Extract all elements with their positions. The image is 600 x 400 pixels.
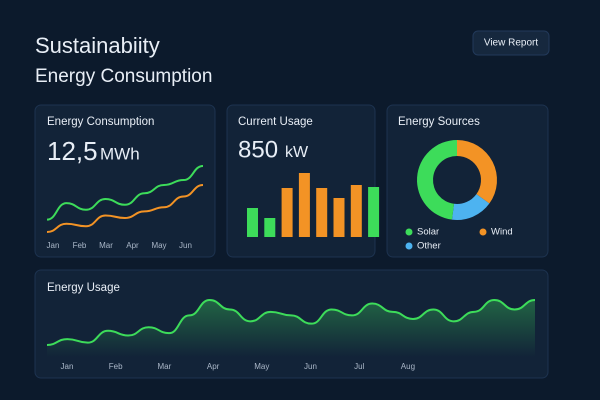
x-label: Jun: [179, 241, 192, 250]
page-title: Sustainabiity: [35, 33, 160, 58]
x-label: Jun: [304, 362, 317, 371]
metric-value: 850: [238, 136, 278, 163]
bar: [281, 188, 293, 237]
legend-label: Wind: [491, 227, 513, 238]
x-label: Apr: [207, 362, 220, 371]
bar: [264, 218, 276, 237]
card: [386, 104, 549, 258]
x-label: Mar: [99, 241, 113, 250]
x-label: Mar: [158, 362, 172, 371]
metric-value: 12,5: [47, 136, 98, 166]
legend-label: Solar: [417, 227, 439, 238]
bar: [368, 187, 380, 237]
card-title: Energy Usage: [47, 282, 120, 294]
x-label: Apr: [126, 241, 139, 250]
metric-unit: kW: [285, 144, 309, 161]
x-label: Aug: [401, 362, 415, 371]
card: [34, 104, 216, 258]
donut-segment: [416, 140, 457, 220]
bar: [316, 188, 328, 237]
x-label: Jan: [61, 362, 74, 371]
donut-segment: [457, 140, 497, 204]
legend-label: Other: [417, 241, 441, 252]
bar: [333, 198, 345, 237]
bar: [298, 173, 310, 237]
bar: [247, 208, 258, 237]
x-label: Feb: [109, 362, 123, 371]
view-report-label[interactable]: View Report: [484, 38, 539, 49]
bar: [350, 185, 362, 237]
legend-swatch: [405, 242, 413, 250]
x-label: May: [151, 241, 166, 250]
page-subtitle: Energy Consumption: [35, 66, 212, 87]
card-title: Energy Sources: [398, 116, 480, 128]
line-series: [46, 165, 204, 221]
card-title: Energy Consumption: [47, 116, 154, 128]
view-report-button[interactable]: [472, 30, 550, 56]
area-line: [46, 298, 536, 346]
donut-segment: [451, 194, 490, 220]
card-title: Current Usage: [238, 116, 313, 128]
x-label: Feb: [73, 241, 87, 250]
x-label: Jul: [354, 362, 364, 371]
area-fill: [47, 300, 535, 357]
legend-swatch: [479, 228, 487, 236]
x-label: May: [254, 362, 269, 371]
metric-unit: MWh: [100, 144, 140, 163]
x-label: Jan: [47, 241, 60, 250]
legend-swatch: [405, 228, 413, 236]
line-series: [46, 183, 204, 233]
